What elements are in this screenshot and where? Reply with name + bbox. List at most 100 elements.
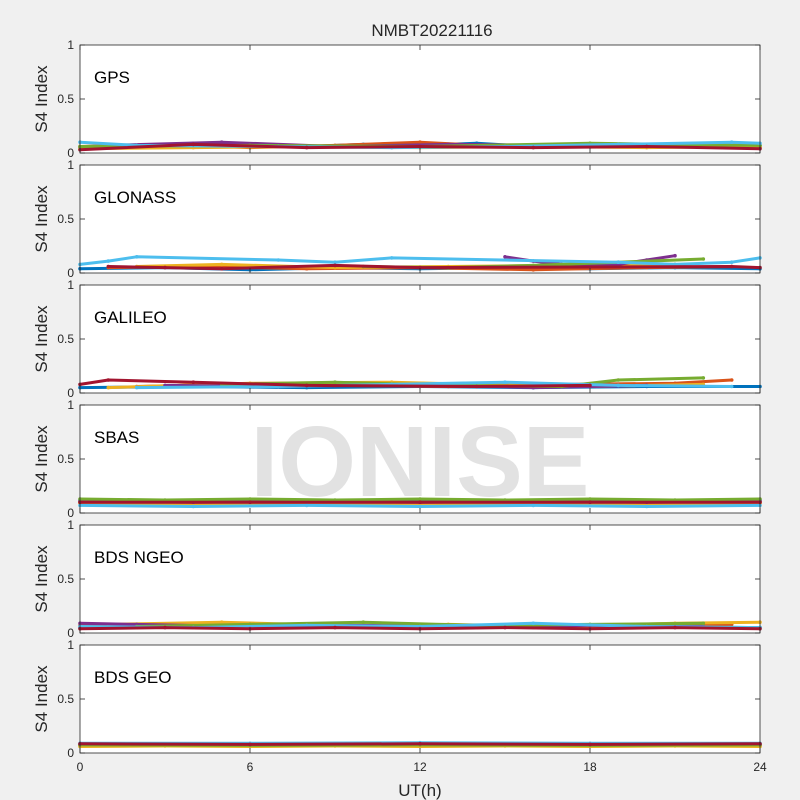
plot-area-sbas (80, 405, 760, 513)
data-point-glonass-6-0 (106, 264, 111, 269)
data-point-bds-geo-6-1 (248, 742, 252, 747)
data-point-galileo-4-1 (333, 380, 337, 385)
data-point-bds-ngeo-6-3 (333, 625, 337, 630)
data-point-bds-geo-6-2 (418, 742, 422, 746)
y-tick-label-bds-ngeo-2: 1 (67, 518, 74, 532)
x-tick-label-3: 18 (583, 760, 597, 774)
data-point-sbas-4-4 (418, 497, 422, 501)
data-point-bds-ngeo-6-5 (503, 625, 507, 630)
y-tick-label-galileo-1: 0.5 (57, 332, 74, 346)
data-point-sbas-5-3 (418, 504, 422, 509)
data-point-bds-ngeo-6-1 (163, 625, 167, 630)
plot-area-bds-ngeo (80, 525, 760, 633)
data-point-gps-6-4 (531, 145, 536, 150)
data-point-glonass-5-2 (134, 254, 139, 259)
y-axis-label-bds-geo: S4 Index (32, 665, 51, 733)
data-point-galileo-4-5 (701, 376, 706, 380)
data-point-galileo-4-4 (616, 378, 621, 382)
x-tick-label-0: 0 (77, 760, 84, 774)
y-tick-label-bds-geo-2: 1 (67, 638, 74, 652)
data-point-galileo-6-3 (304, 383, 309, 388)
panel-label-sbas: SBAS (94, 428, 139, 447)
data-point-gps-3-1 (219, 140, 224, 144)
data-point-sbas-5-5 (644, 504, 649, 509)
data-point-glonass-1-4 (531, 268, 536, 272)
data-point-glonass-4-4 (701, 257, 706, 261)
panel-glonass: 0 0.5 1 S4 Index GLONASS (32, 158, 762, 280)
data-point-glonass-3-6 (673, 253, 677, 258)
panel-label-galileo: GALILEO (94, 308, 167, 327)
data-point-galileo-6-2 (191, 380, 196, 385)
data-point-glonass-6-5 (729, 264, 734, 269)
plot-area-galileo (80, 285, 760, 393)
data-point-sbas-5-2 (304, 503, 309, 508)
data-point-glonass-6-3 (333, 263, 337, 268)
y-tick-label-glonass-1: 0.5 (57, 212, 74, 226)
y-tick-label-sbas-0: 0 (67, 506, 74, 520)
watermark-text: IONISE (251, 406, 590, 518)
series-line-galileo-6 (78, 378, 592, 388)
x-tick-label-4: 24 (753, 760, 767, 774)
data-point-glonass-5-4 (333, 260, 337, 265)
panel-bds-geo: 0 0.5 1 0 6 12 18 24 S4 Index BDS GEO (32, 638, 767, 774)
panel-label-bds-ngeo: BDS NGEO (94, 548, 184, 567)
y-tick-label-glonass-0: 0 (67, 266, 74, 280)
y-tick-label-bds-geo-0: 0 (67, 746, 74, 760)
plot-area-glonass (80, 165, 760, 273)
data-point-galileo-6-4 (474, 384, 479, 389)
data-point-bds-ngeo-2-1 (219, 620, 224, 624)
y-axis-label-glonass: S4 Index (32, 185, 51, 253)
data-point-sbas-4-2 (248, 497, 252, 501)
data-point-glonass-6-1 (163, 265, 167, 270)
data-point-bds-ngeo-6-7 (673, 625, 677, 630)
data-point-glonass-6-2 (219, 266, 224, 271)
data-point-glonass-3-0 (503, 254, 507, 259)
series-line-glonass-5 (78, 255, 762, 266)
data-point-glonass-5-6 (616, 260, 621, 265)
data-point-glonass-2-1 (219, 262, 224, 267)
panel-galileo: 0 0.5 1 S4 Index GALILEO (32, 278, 762, 400)
y-axis-label-bds-ngeo: S4 Index (32, 545, 51, 613)
x-tick-label-2: 12 (413, 760, 427, 774)
data-point-bds-ngeo-5-2 (304, 623, 309, 628)
data-point-gps-6-3 (418, 144, 422, 149)
data-point-galileo-5-4 (616, 383, 621, 388)
y-axis-label-sbas: S4 Index (32, 425, 51, 493)
y-tick-label-gps-2: 1 (67, 38, 74, 52)
data-point-gps-1-4 (418, 140, 422, 144)
data-point-gps-6-5 (644, 144, 649, 149)
panel-bds-ngeo: 0 0.5 1 S4 Index BDS NGEO (32, 518, 762, 640)
data-point-galileo-1-6 (729, 378, 734, 382)
data-point-gps-6-2 (304, 145, 309, 150)
y-tick-label-galileo-2: 1 (67, 278, 74, 292)
data-point-gps-5-6 (729, 140, 734, 144)
data-point-glonass-5-1 (106, 259, 111, 263)
data-point-sbas-5-1 (191, 504, 196, 509)
data-point-galileo-5-0 (134, 385, 139, 390)
data-point-bds-ngeo-4-5 (701, 621, 706, 626)
series-line-galileo-5 (135, 380, 734, 390)
data-point-sbas-4-6 (588, 497, 592, 501)
y-axis-label-galileo: S4 Index (32, 305, 51, 373)
data-point-galileo-2-0 (106, 385, 111, 390)
panel-gps: 0 0.5 1 S4 Index GPS (32, 38, 762, 160)
panel-sbas: 0 0.5 1 S4 Index SBAS (32, 398, 762, 520)
y-tick-label-gps-1: 0.5 (57, 92, 74, 106)
y-tick-label-glonass-2: 1 (67, 158, 74, 172)
panel-label-glonass: GLONASS (94, 188, 176, 207)
figure-title: NMBT20221116 (371, 21, 492, 40)
panel-label-gps: GPS (94, 68, 130, 87)
panel-label-bds-geo: BDS GEO (94, 668, 171, 687)
data-point-bds-ngeo-5-4 (531, 621, 536, 626)
y-tick-label-sbas-2: 1 (67, 398, 74, 412)
plot-area-bds-geo (80, 645, 760, 753)
data-point-gps-6-1 (191, 142, 196, 147)
x-axis-label: UT(h) (398, 781, 441, 800)
data-point-sbas-6-2 (418, 500, 422, 505)
y-tick-label-bds-ngeo-1: 0.5 (57, 572, 74, 586)
data-point-glonass-5-5 (389, 256, 394, 260)
y-tick-label-galileo-0: 0 (67, 386, 74, 400)
data-point-galileo-6-1 (106, 378, 111, 382)
data-point-sbas-6-1 (248, 500, 252, 505)
data-point-glonass-6-4 (418, 265, 422, 270)
